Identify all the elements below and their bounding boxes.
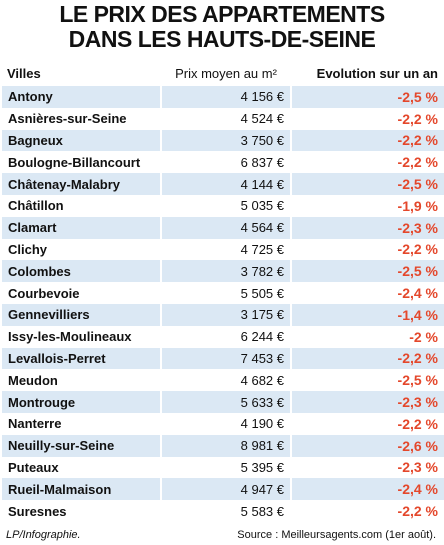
- city: Châtillon: [0, 194, 161, 217]
- table-row: Nanterre 4 190 € -2,2 %: [0, 412, 444, 435]
- source: Source : Meilleursagents.com (1er août).: [237, 529, 436, 541]
- evolution: -2,5 %: [290, 369, 444, 392]
- table-row: Courbevoie 5 505 € -2,4 %: [0, 282, 444, 304]
- table-row: Châtenay-Malabry 4 144 € -2,5 %: [0, 173, 444, 195]
- price: 4 190 €: [160, 412, 291, 435]
- price: 5 583 €: [160, 500, 291, 522]
- evolution: -2,2 %: [290, 129, 444, 152]
- price-table: Villes Prix moyen au m² Evolution sur un a…: [0, 60, 444, 522]
- price: 4 564 €: [160, 216, 291, 239]
- table-row: Neuilly-sur-Seine 8 981 € -2,6 %: [0, 434, 444, 457]
- evolution: -2 %: [290, 325, 444, 348]
- city: Boulogne-Billancourt: [0, 151, 161, 174]
- table-row: Montrouge 5 633 € -2,3 %: [0, 391, 444, 413]
- column-header: Prix moyen au m²: [161, 60, 291, 86]
- price: 3 750 €: [160, 129, 291, 152]
- city: Châtenay-Malabry: [0, 173, 161, 195]
- price: 3 175 €: [160, 303, 291, 326]
- city: Clamart: [0, 216, 161, 239]
- city: Levallois-Perret: [0, 347, 161, 370]
- price: 5 395 €: [160, 456, 291, 479]
- evolution: -2,2 %: [290, 412, 444, 435]
- column-header: Villes: [1, 60, 161, 86]
- price: 6 244 €: [160, 325, 291, 348]
- evolution: -2,2 %: [290, 238, 444, 261]
- title-line: LE PRIX DES APPARTEMENTS: [59, 1, 385, 27]
- price: 7 453 €: [160, 347, 291, 370]
- price: 5 035 €: [160, 194, 291, 217]
- table-row: Colombes 3 782 € -2,5 %: [0, 260, 444, 283]
- table-row: Antony 4 156 € -2,5 %: [0, 86, 444, 108]
- price: 4 725 €: [160, 238, 291, 261]
- evolution: -2,6 %: [290, 434, 444, 457]
- evolution: -2,2 %: [290, 347, 444, 370]
- city: Suresnes: [0, 500, 161, 522]
- price: 6 837 €: [160, 151, 291, 174]
- evolution: -2,3 %: [290, 391, 444, 413]
- city: Bagneux: [0, 129, 161, 152]
- table-row: Bagneux 3 750 € -2,2 %: [0, 129, 444, 152]
- evolution: -2,4 %: [290, 282, 444, 304]
- table-row: Clichy 4 725 € -2,2 %: [0, 238, 444, 261]
- price: 4 947 €: [160, 478, 291, 501]
- city: Rueil-Malmaison: [0, 478, 161, 501]
- city: Neuilly-sur-Seine: [0, 434, 161, 457]
- evolution: -2,2 %: [290, 500, 444, 522]
- evolution: -2,5 %: [290, 173, 444, 195]
- price: 4 682 €: [160, 369, 291, 392]
- city: Montrouge: [0, 391, 161, 413]
- city: Nanterre: [0, 412, 161, 435]
- table-row: Gennevilliers 3 175 € -1,4 %: [0, 303, 444, 326]
- evolution: -2,2 %: [290, 151, 444, 174]
- city: Antony: [0, 86, 161, 108]
- price: 4 524 €: [160, 107, 291, 130]
- evolution: -1,9 %: [290, 194, 444, 217]
- title-line: DANS LES HAUTS-DE-SEINE: [68, 26, 376, 52]
- city: Courbevoie: [0, 282, 161, 304]
- table-row: Rueil-Malmaison 4 947 € -2,4 %: [0, 478, 444, 501]
- price: 5 633 €: [160, 391, 291, 413]
- price: 3 782 €: [160, 260, 291, 283]
- table-row: Clamart 4 564 € -2,3 %: [0, 216, 444, 239]
- evolution: -1,4 %: [290, 303, 444, 326]
- city: Clichy: [0, 238, 161, 261]
- price: 8 981 €: [160, 434, 291, 457]
- table-row: Levallois-Perret 7 453 € -2,2 %: [0, 347, 444, 370]
- table-row: Boulogne-Billancourt 6 837 € -2,2 %: [0, 151, 444, 174]
- evolution: -2,5 %: [290, 86, 444, 108]
- city: Meudon: [0, 369, 161, 392]
- city: Asnières-sur-Seine: [0, 107, 161, 130]
- city: Puteaux: [0, 456, 161, 479]
- credit: LP/Infographie.: [6, 529, 81, 541]
- table-row: Suresnes 5 583 € -2,2 %: [0, 500, 444, 522]
- price: 4 144 €: [160, 173, 291, 195]
- evolution: -2,3 %: [290, 456, 444, 479]
- city: Gennevilliers: [0, 303, 161, 326]
- price: 4 156 €: [160, 86, 291, 108]
- evolution: -2,4 %: [290, 478, 444, 501]
- title: LE PRIX DES APPARTEMENTS DANS LES HAUTS-…: [0, 2, 444, 52]
- city: Issy-les-Moulineaux: [0, 325, 161, 348]
- table-row: Meudon 4 682 € -2,5 %: [0, 369, 444, 392]
- city: Colombes: [0, 260, 161, 283]
- table-row: Asnières-sur-Seine 4 524 € -2,2 %: [0, 107, 444, 130]
- evolution: -2,5 %: [290, 260, 444, 283]
- price: 5 505 €: [160, 282, 291, 304]
- column-header: Evolution sur un an: [291, 60, 444, 86]
- header-row: Villes Prix moyen au m² Evolution sur un a…: [1, 60, 444, 86]
- table-row: Puteaux 5 395 € -2,3 %: [0, 456, 444, 479]
- table-row: Issy-les-Moulineaux 6 244 € -2 %: [0, 325, 444, 348]
- table-row: Châtillon 5 035 € -1,9 %: [0, 194, 444, 217]
- evolution: -2,3 %: [290, 216, 444, 239]
- evolution: -2,2 %: [290, 107, 444, 130]
